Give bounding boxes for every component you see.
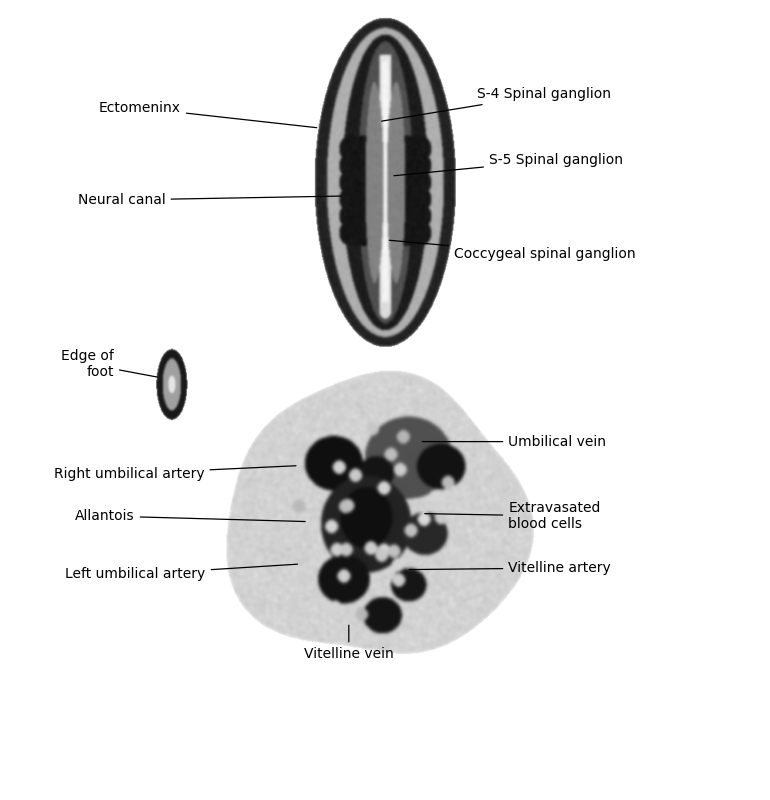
Text: Left umbilical artery: Left umbilical artery — [65, 564, 297, 582]
Text: Right umbilical artery: Right umbilical artery — [54, 466, 296, 481]
Text: Vitelline vein: Vitelline vein — [304, 625, 393, 662]
Text: Umbilical vein: Umbilical vein — [423, 434, 606, 449]
Text: S-5 Spinal ganglion: S-5 Spinal ganglion — [394, 153, 623, 176]
Text: Ectomeninx: Ectomeninx — [99, 101, 316, 128]
Text: Coccygeal spinal ganglion: Coccygeal spinal ganglion — [390, 240, 636, 262]
Text: Edge of
foot: Edge of foot — [61, 349, 157, 379]
Text: Extravasated
blood cells: Extravasated blood cells — [425, 501, 601, 531]
Text: S-4 Spinal ganglion: S-4 Spinal ganglion — [382, 87, 611, 121]
Text: Allantois: Allantois — [75, 509, 305, 523]
Text: Vitelline artery: Vitelline artery — [410, 561, 611, 575]
Text: Neural canal: Neural canal — [78, 193, 341, 207]
